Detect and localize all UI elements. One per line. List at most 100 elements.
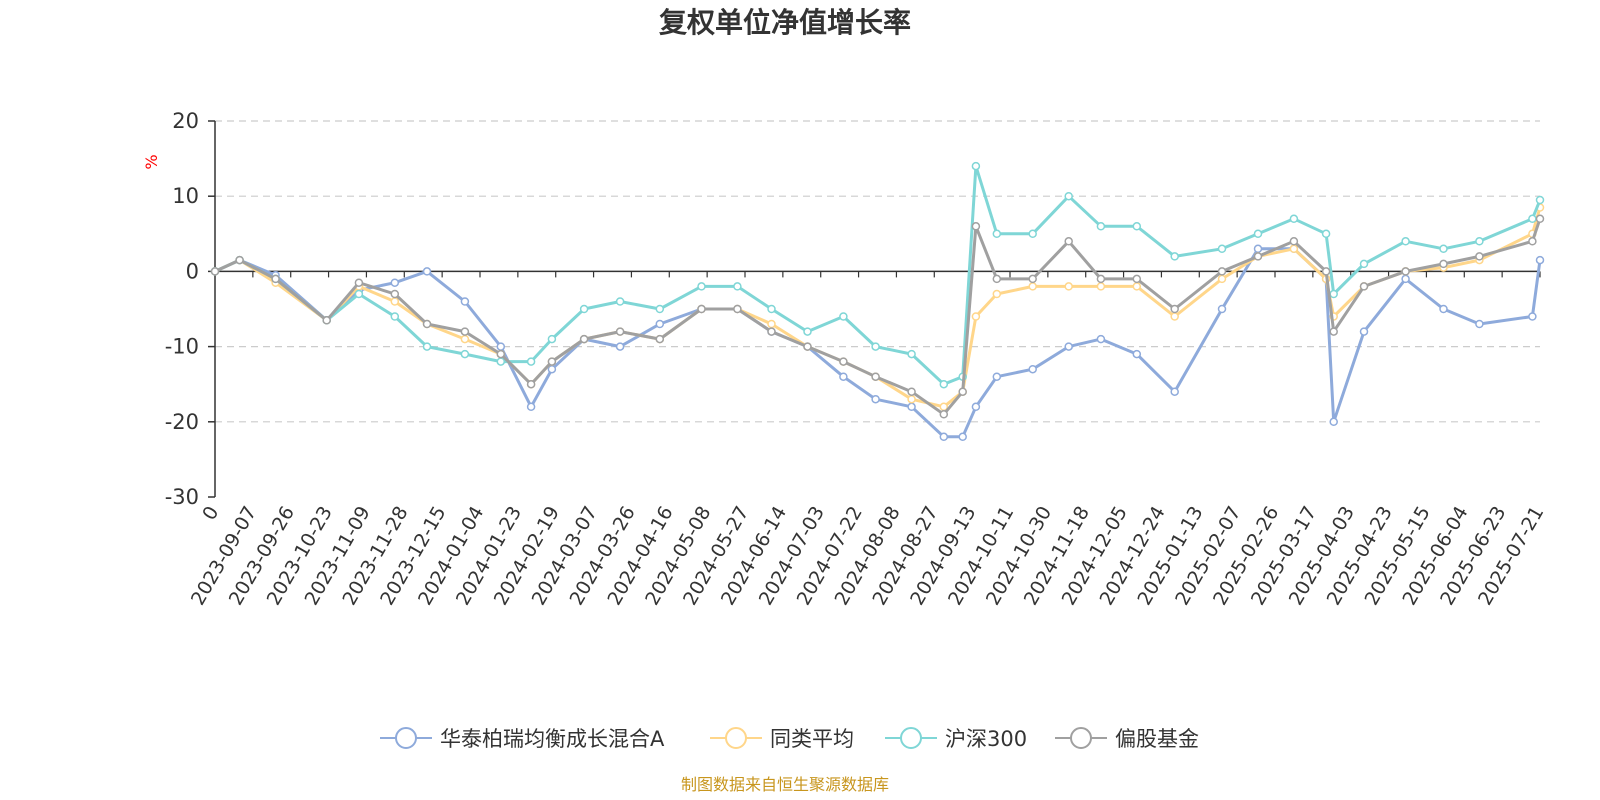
data-point <box>992 372 1002 381</box>
data-point <box>1289 237 1299 246</box>
data-point <box>907 387 916 396</box>
data-point <box>1289 214 1299 224</box>
data-point <box>1528 312 1537 321</box>
data-point <box>1439 244 1448 254</box>
data-point <box>839 372 848 381</box>
data-point <box>971 402 981 412</box>
legend-label: 沪深300 <box>945 727 1027 751</box>
data-point <box>992 289 1002 299</box>
source-note: 制图数据来自恒生聚源数据库 <box>681 775 889 794</box>
data-point <box>1096 282 1106 291</box>
data-point <box>1217 304 1227 314</box>
data-point <box>733 282 742 291</box>
data-point <box>1528 237 1537 246</box>
data-point <box>992 229 1002 239</box>
legend-item[interactable]: 偏股基金 <box>1055 727 1199 751</box>
data-point <box>271 274 280 284</box>
data-point <box>422 267 432 276</box>
data-point <box>1132 222 1142 231</box>
data-point <box>1401 237 1410 246</box>
data-point <box>655 319 665 329</box>
data-point <box>992 274 1002 284</box>
data-point <box>390 312 400 321</box>
data-point <box>460 327 470 336</box>
data-point <box>1535 255 1545 265</box>
y-tick-label: 20 <box>172 109 199 133</box>
data-point <box>1132 349 1142 359</box>
data-point <box>235 255 244 265</box>
x-tick-label: 0 <box>198 503 223 524</box>
series-3 <box>210 214 1545 419</box>
data-point <box>422 319 432 329</box>
data-point <box>1535 195 1545 205</box>
data-point <box>1401 267 1410 276</box>
data-point <box>1028 274 1037 284</box>
data-point <box>971 161 981 171</box>
data-point <box>390 289 400 299</box>
data-point <box>460 349 470 359</box>
data-point <box>322 316 331 325</box>
data-point <box>1170 387 1179 396</box>
y-axis: 20 10 0 -10 -20 -30 <box>165 109 216 509</box>
data-point <box>547 364 557 374</box>
legend-item[interactable]: 同类平均 <box>710 727 854 751</box>
data-point <box>767 327 776 336</box>
data-point <box>1321 267 1331 276</box>
data-point <box>1439 304 1448 314</box>
data-point <box>958 387 967 396</box>
data-point <box>1096 222 1106 231</box>
legend-item[interactable]: 华泰柏瑞均衡成长混合A <box>380 727 665 751</box>
data-point <box>1475 252 1484 261</box>
data-point <box>390 278 400 287</box>
data-point <box>958 432 967 442</box>
data-point <box>1253 252 1263 261</box>
series-lines <box>210 161 1545 442</box>
data-point <box>615 327 625 336</box>
data-point <box>1170 252 1179 261</box>
data-point <box>547 357 557 366</box>
y-tick-label: -30 <box>165 485 199 509</box>
data-point <box>803 342 812 351</box>
legend-marker-icon <box>900 727 922 749</box>
data-point <box>615 297 625 306</box>
data-point <box>579 304 589 314</box>
data-point <box>1321 229 1331 239</box>
legend-label: 偏股基金 <box>1115 727 1199 751</box>
data-point <box>1475 237 1484 246</box>
data-point <box>1475 319 1484 329</box>
y-tick-label: 0 <box>186 259 199 283</box>
data-point <box>1528 214 1537 224</box>
data-point <box>579 334 589 344</box>
legend-item[interactable]: 沪深300 <box>885 727 1027 751</box>
data-point <box>907 394 916 404</box>
data-point <box>547 334 557 344</box>
data-point <box>210 267 220 276</box>
data-point <box>655 304 665 314</box>
data-point <box>1439 259 1448 269</box>
data-point <box>615 342 625 351</box>
y-tick-label: -20 <box>165 410 199 434</box>
data-point <box>1253 229 1263 239</box>
data-point <box>460 297 470 306</box>
legend-marker-icon <box>725 727 747 749</box>
data-point <box>871 372 880 381</box>
data-point <box>767 304 776 314</box>
data-point <box>1217 274 1227 284</box>
data-point <box>1096 334 1106 344</box>
data-point <box>526 379 536 389</box>
data-point <box>871 342 880 351</box>
data-point <box>1359 327 1369 336</box>
data-point <box>1253 244 1263 254</box>
data-point <box>971 312 981 321</box>
legend-marker-icon <box>395 727 417 749</box>
data-point <box>1132 282 1142 291</box>
data-point <box>1028 229 1037 239</box>
data-point <box>526 402 536 412</box>
data-point <box>1535 214 1545 224</box>
data-point <box>907 402 916 412</box>
legend: 华泰柏瑞均衡成长混合A 同类平均 沪深300 偏股基金 <box>380 727 1199 751</box>
data-point <box>1064 191 1073 201</box>
legend-label: 华泰柏瑞均衡成长混合A <box>440 727 665 751</box>
data-point <box>697 304 706 314</box>
